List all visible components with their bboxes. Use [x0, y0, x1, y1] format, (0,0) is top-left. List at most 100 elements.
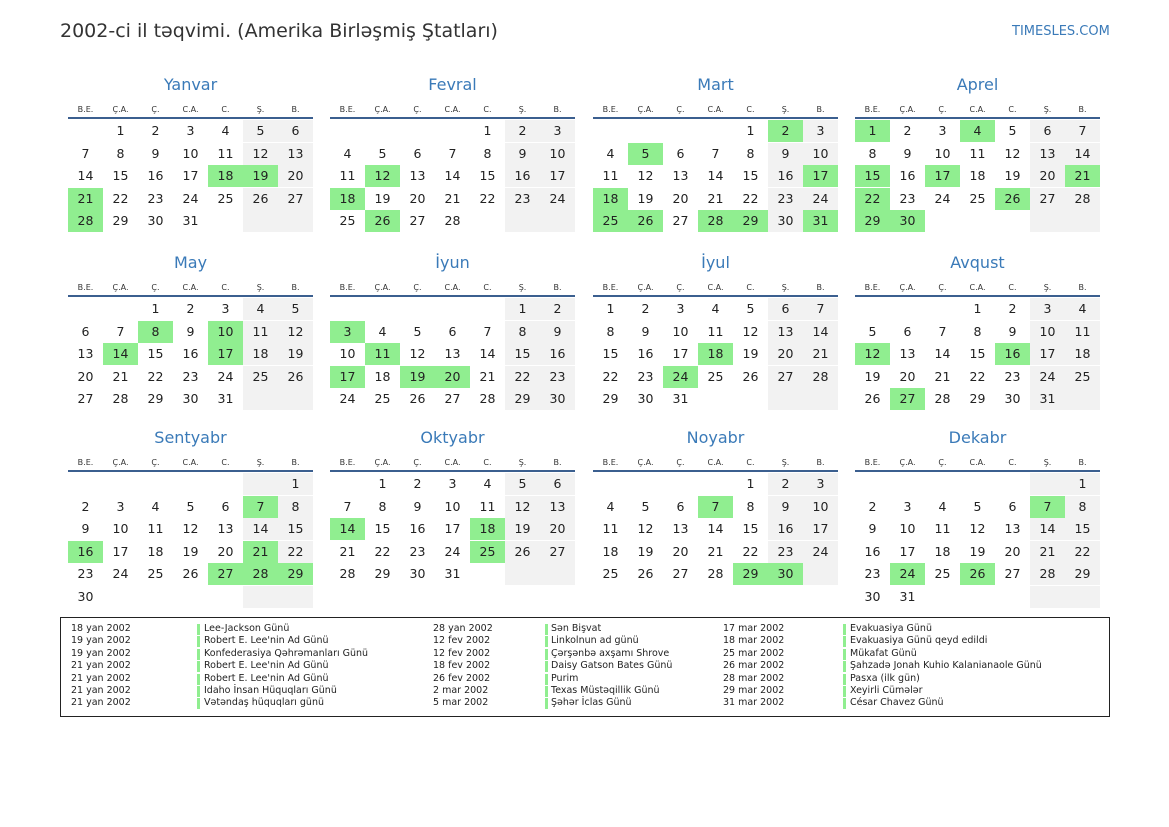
day: 24 — [112, 566, 129, 581]
day: 14 — [444, 168, 461, 183]
holiday-name: Texas Müstəqillik Günü — [551, 685, 660, 696]
day: 15 — [855, 165, 890, 187]
day: 29 — [147, 391, 164, 406]
month-rule — [593, 117, 838, 119]
day: 18 — [147, 543, 164, 559]
weekday: B. — [553, 105, 562, 114]
day: 7 — [711, 145, 720, 161]
day: 4 — [938, 498, 947, 514]
weekend-cell — [1065, 210, 1100, 232]
month-name: İyul — [701, 253, 730, 272]
holiday-date: 28 mar 2002 — [723, 672, 785, 684]
day: 2 — [505, 120, 540, 142]
day: 8 — [378, 498, 387, 514]
day: 11 — [969, 145, 986, 161]
month-name: Sentyabr — [154, 428, 227, 447]
day: 2 — [540, 298, 575, 320]
day: 9 — [505, 142, 540, 165]
day: 23 — [505, 187, 540, 210]
weekday: Ç.A. — [112, 283, 129, 292]
day: 1 — [483, 123, 492, 138]
holiday-name: Mükafat Günü — [850, 647, 917, 659]
day: 11 — [934, 521, 951, 536]
weekday: C. — [1008, 283, 1017, 292]
weekday: B.E. — [864, 458, 881, 467]
day: 14 — [1065, 142, 1100, 165]
day: 21 — [243, 540, 278, 563]
holiday-bar — [197, 686, 200, 697]
weekday: Ç. — [676, 105, 685, 114]
day: 5 — [378, 145, 387, 161]
month-rule — [68, 295, 313, 297]
day: 1 — [746, 476, 755, 491]
day: 17 — [444, 521, 461, 536]
weekday: B. — [1078, 458, 1087, 467]
day: 15 — [602, 346, 619, 361]
day: 27 — [1030, 187, 1065, 210]
weekday: Ç. — [413, 283, 422, 292]
day: 19 — [637, 190, 654, 206]
day: 25 — [934, 566, 951, 581]
day: 5 — [413, 323, 422, 339]
day: 1 — [606, 301, 615, 316]
weekday: C.A. — [444, 458, 461, 467]
day: 4 — [960, 120, 995, 142]
day: 27 — [208, 563, 243, 585]
day: 3 — [903, 498, 912, 514]
day: 21 — [68, 187, 103, 210]
day: 16 — [768, 518, 803, 540]
day: 6 — [1030, 120, 1065, 142]
day: 2 — [768, 473, 803, 495]
day: 10 — [208, 320, 243, 343]
day: 11 — [217, 145, 234, 161]
weekday: C. — [483, 283, 492, 292]
day: 27 — [890, 388, 925, 410]
weekday: B. — [291, 283, 300, 292]
holiday-bar — [545, 636, 548, 648]
weekday: B.E. — [339, 458, 356, 467]
day: 29 — [278, 563, 313, 585]
month-rule — [593, 470, 838, 472]
holiday-date: 19 yan 2002 — [71, 647, 131, 659]
day: 27 — [278, 187, 313, 210]
weekday: Ç.A. — [637, 105, 654, 114]
day: 7 — [243, 495, 278, 518]
day: 15 — [742, 521, 759, 536]
holiday-date: 21 yan 2002 — [71, 660, 131, 672]
day: 27 — [409, 213, 426, 228]
month-rule — [855, 470, 1100, 472]
holiday-bar — [843, 661, 846, 673]
day: 9 — [186, 323, 195, 339]
day: 24 — [803, 187, 838, 210]
day: 3 — [938, 123, 947, 138]
day: 6 — [540, 473, 575, 495]
day: 30 — [147, 213, 164, 228]
day: 16 — [899, 168, 916, 183]
day: 9 — [1008, 323, 1017, 339]
weekday: C. — [221, 458, 230, 467]
day: 2 — [186, 301, 195, 316]
holiday-date: 18 mar 2002 — [723, 635, 785, 647]
day: 28 — [934, 391, 951, 406]
day: 10 — [803, 495, 838, 518]
day: 6 — [676, 498, 685, 514]
day: 11 — [707, 323, 724, 339]
day: 8 — [505, 320, 540, 343]
day: 30 — [1004, 391, 1021, 406]
day: 4 — [378, 323, 387, 339]
day: 31 — [803, 210, 838, 232]
weekday: Ç.A. — [374, 458, 391, 467]
day: 8 — [973, 323, 982, 339]
day: 9 — [540, 320, 575, 343]
weekday: Ş. — [781, 458, 790, 467]
weekend-cell — [803, 563, 838, 585]
holiday-bar — [197, 648, 200, 660]
day: 8 — [278, 495, 313, 518]
day: 13 — [77, 346, 94, 361]
weekday: C. — [1008, 458, 1017, 467]
day: 19 — [400, 365, 435, 388]
day: 23 — [768, 540, 803, 563]
site-link[interactable]: TIMESLES.COM — [1012, 24, 1110, 39]
day: 7 — [1030, 495, 1065, 518]
day: 19 — [182, 543, 199, 559]
